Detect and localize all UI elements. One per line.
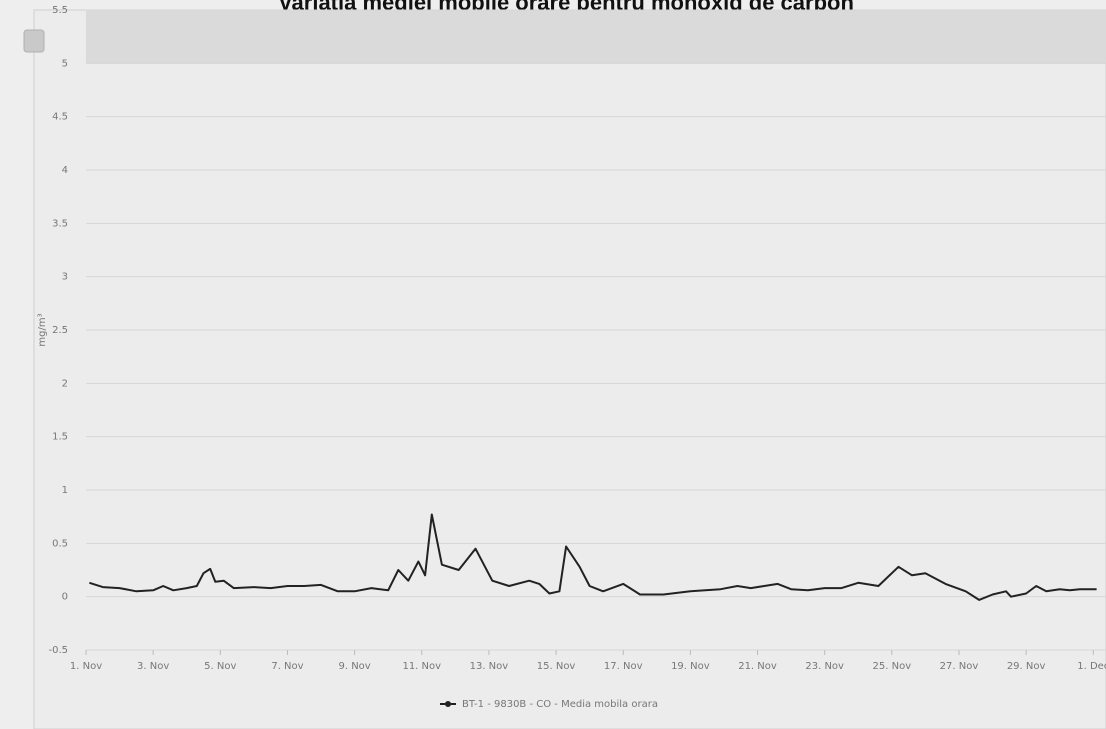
y-tick-label: -0.5 [48, 645, 68, 656]
x-tick-label: 3. Nov [137, 661, 169, 672]
y-tick-label: 2 [62, 378, 68, 389]
y-tick-label: 1.5 [52, 432, 68, 443]
x-tick-label: 21. Nov [738, 661, 777, 672]
chart-frame [33, 9, 1106, 729]
y-tick-label: 2.5 [52, 325, 68, 336]
x-tick-label: 9. Nov [338, 661, 370, 672]
y-tick-label: 5 [62, 58, 68, 69]
y-tick-label: 0.5 [52, 538, 68, 549]
x-tick-label: 1. Nov [70, 661, 102, 672]
x-tick-label: 5. Nov [204, 661, 236, 672]
y-tick-label: 3 [62, 272, 68, 283]
y-tick-label: 4 [62, 165, 68, 176]
x-tick-label: 23. Nov [805, 661, 844, 672]
plot-band [86, 10, 1106, 64]
y-tick-label: 0 [62, 592, 68, 603]
y-tick-label: 3.5 [52, 218, 68, 229]
menu-button[interactable] [23, 29, 45, 53]
x-tick-label: 1. Dec [1077, 661, 1106, 672]
x-tick-label: 13. Nov [470, 661, 509, 672]
x-tick-label: 17. Nov [604, 661, 643, 672]
x-tick-label: 15. Nov [537, 661, 576, 672]
x-tick-label: 25. Nov [873, 661, 912, 672]
x-tick-label: 19. Nov [671, 661, 710, 672]
x-tick-label: 11. Nov [402, 661, 441, 672]
y-tick-label: 5.5 [52, 5, 68, 16]
legend-symbol-marker [445, 701, 451, 707]
y-tick-label: 1 [62, 485, 68, 496]
data-line [89, 513, 1097, 601]
x-tick-label: 27. Nov [940, 661, 979, 672]
legend-label: BT-1 - 9830B - CO - Media mobila orara [462, 699, 658, 710]
x-tick-label: 7. Nov [271, 661, 303, 672]
y-axis-label: mg/m³ [37, 313, 48, 346]
y-tick-label: 4.5 [52, 112, 68, 123]
x-tick-label: 29. Nov [1007, 661, 1046, 672]
